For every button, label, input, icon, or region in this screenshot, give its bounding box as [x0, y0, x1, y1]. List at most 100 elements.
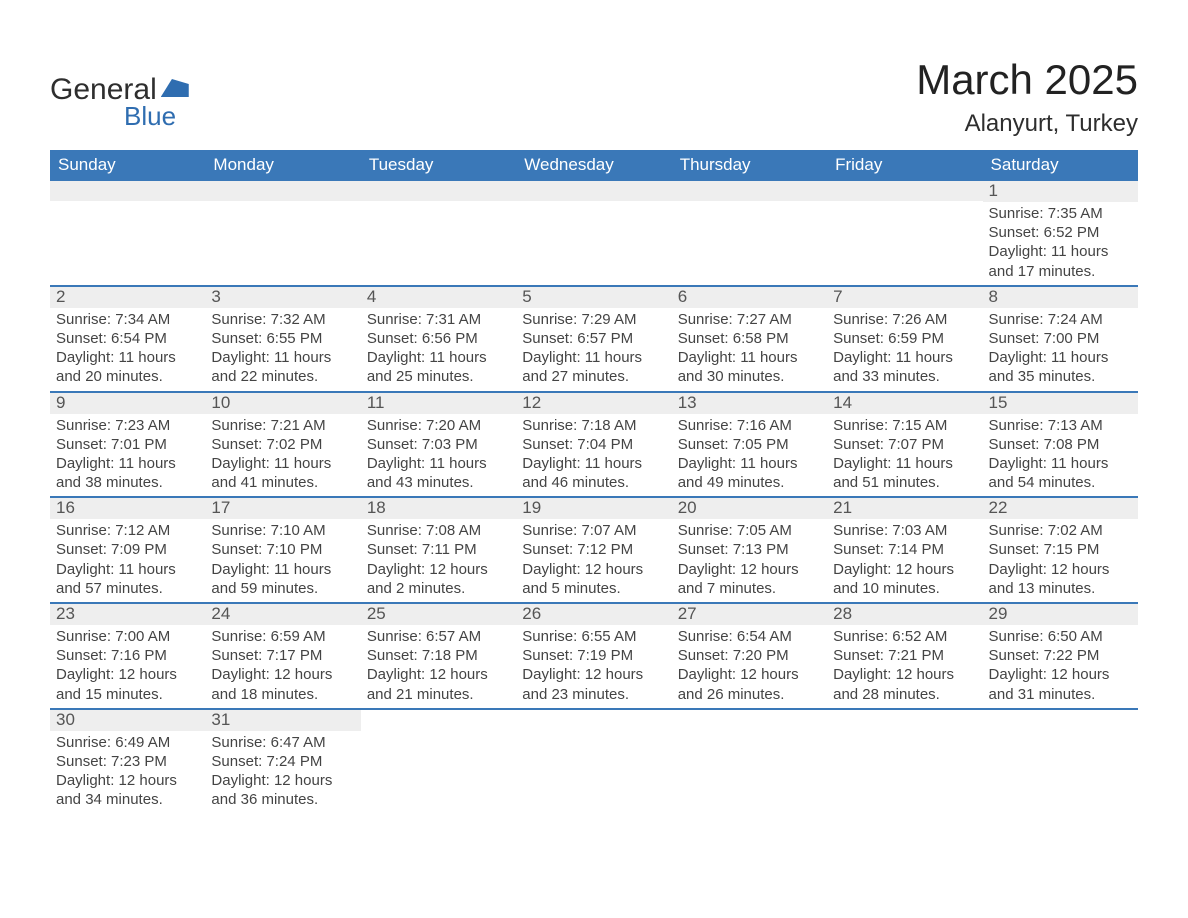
calendar-day-cell: 22Sunrise: 7:02 AMSunset: 7:15 PMDayligh…: [983, 498, 1138, 602]
sunset-line: Sunset: 7:15 PM: [989, 540, 1132, 559]
day-number: 26: [516, 604, 671, 625]
day-number: 11: [361, 393, 516, 414]
calendar-day-cell: 18Sunrise: 7:08 AMSunset: 7:11 PMDayligh…: [361, 498, 516, 602]
sunset-line: Sunset: 7:12 PM: [522, 540, 665, 559]
day-number: [672, 710, 827, 730]
day-details: [516, 730, 671, 806]
sunset-line: Sunset: 7:20 PM: [678, 646, 821, 665]
day-number: 18: [361, 498, 516, 519]
day-details: Sunrise: 7:18 AMSunset: 7:04 PMDaylight:…: [516, 414, 671, 497]
sunset-line: Sunset: 6:56 PM: [367, 329, 510, 348]
calendar-day-cell: 26Sunrise: 6:55 AMSunset: 7:19 PMDayligh…: [516, 604, 671, 708]
day-number: 10: [205, 393, 360, 414]
calendar-day-cell: 24Sunrise: 6:59 AMSunset: 7:17 PMDayligh…: [205, 604, 360, 708]
day-number: 21: [827, 498, 982, 519]
day-number: [50, 181, 205, 201]
daylight-line: Daylight: 11 hours and 35 minutes.: [989, 348, 1132, 386]
sunset-line: Sunset: 6:58 PM: [678, 329, 821, 348]
calendar-day-cell: 27Sunrise: 6:54 AMSunset: 7:20 PMDayligh…: [672, 604, 827, 708]
daylight-line: Daylight: 12 hours and 7 minutes.: [678, 560, 821, 598]
calendar-day-cell: 10Sunrise: 7:21 AMSunset: 7:02 PMDayligh…: [205, 393, 360, 497]
title-block: March 2025 Alanyurt, Turkey: [916, 48, 1138, 138]
day-number: 2: [50, 287, 205, 308]
day-details: Sunrise: 6:50 AMSunset: 7:22 PMDaylight:…: [983, 625, 1138, 708]
day-number: [827, 181, 982, 201]
daylight-line: Daylight: 11 hours and 43 minutes.: [367, 454, 510, 492]
daylight-line: Daylight: 11 hours and 30 minutes.: [678, 348, 821, 386]
day-number: 15: [983, 393, 1138, 414]
sunset-line: Sunset: 7:17 PM: [211, 646, 354, 665]
day-number: 25: [361, 604, 516, 625]
calendar-day-cell: [672, 181, 827, 285]
dow-sunday: Sunday: [50, 150, 205, 181]
calendar-day-cell: [516, 710, 671, 814]
calendar-day-cell: 28Sunrise: 6:52 AMSunset: 7:21 PMDayligh…: [827, 604, 982, 708]
day-number: [361, 710, 516, 730]
daylight-line: Daylight: 11 hours and 22 minutes.: [211, 348, 354, 386]
day-number: 20: [672, 498, 827, 519]
daylight-line: Daylight: 11 hours and 17 minutes.: [989, 242, 1132, 280]
sunrise-line: Sunrise: 6:57 AM: [367, 627, 510, 646]
daylight-line: Daylight: 11 hours and 27 minutes.: [522, 348, 665, 386]
day-details: Sunrise: 7:13 AMSunset: 7:08 PMDaylight:…: [983, 414, 1138, 497]
weeks-container: 1Sunrise: 7:35 AMSunset: 6:52 PMDaylight…: [50, 181, 1138, 814]
day-details: Sunrise: 6:47 AMSunset: 7:24 PMDaylight:…: [205, 731, 360, 814]
daylight-line: Daylight: 11 hours and 57 minutes.: [56, 560, 199, 598]
day-number: 8: [983, 287, 1138, 308]
daylight-line: Daylight: 11 hours and 25 minutes.: [367, 348, 510, 386]
day-details: Sunrise: 6:54 AMSunset: 7:20 PMDaylight:…: [672, 625, 827, 708]
day-number: 9: [50, 393, 205, 414]
calendar-day-cell: [827, 181, 982, 285]
calendar-day-cell: 2Sunrise: 7:34 AMSunset: 6:54 PMDaylight…: [50, 287, 205, 391]
sunset-line: Sunset: 6:55 PM: [211, 329, 354, 348]
calendar-day-cell: [672, 710, 827, 814]
sunrise-line: Sunrise: 7:24 AM: [989, 310, 1132, 329]
calendar-day-cell: 5Sunrise: 7:29 AMSunset: 6:57 PMDaylight…: [516, 287, 671, 391]
daylight-line: Daylight: 12 hours and 15 minutes.: [56, 665, 199, 703]
day-number: 3: [205, 287, 360, 308]
page-header: General Blue March 2025 Alanyurt, Turkey: [50, 48, 1138, 138]
calendar-day-cell: 1Sunrise: 7:35 AMSunset: 6:52 PMDaylight…: [983, 181, 1138, 285]
calendar-day-cell: 23Sunrise: 7:00 AMSunset: 7:16 PMDayligh…: [50, 604, 205, 708]
daylight-line: Daylight: 11 hours and 41 minutes.: [211, 454, 354, 492]
day-details: Sunrise: 7:10 AMSunset: 7:10 PMDaylight:…: [205, 519, 360, 602]
sunrise-line: Sunrise: 7:34 AM: [56, 310, 199, 329]
dow-tuesday: Tuesday: [361, 150, 516, 181]
day-details: Sunrise: 7:24 AMSunset: 7:00 PMDaylight:…: [983, 308, 1138, 391]
daylight-line: Daylight: 11 hours and 20 minutes.: [56, 348, 199, 386]
sunset-line: Sunset: 7:05 PM: [678, 435, 821, 454]
day-number: [983, 710, 1138, 730]
day-number: 19: [516, 498, 671, 519]
day-number: 28: [827, 604, 982, 625]
calendar-day-cell: 9Sunrise: 7:23 AMSunset: 7:01 PMDaylight…: [50, 393, 205, 497]
logo-triangle-icon: [161, 79, 189, 97]
sunset-line: Sunset: 7:23 PM: [56, 752, 199, 771]
day-number: [361, 181, 516, 201]
calendar-week-row: 2Sunrise: 7:34 AMSunset: 6:54 PMDaylight…: [50, 285, 1138, 391]
day-details: Sunrise: 7:20 AMSunset: 7:03 PMDaylight:…: [361, 414, 516, 497]
calendar-page: General Blue March 2025 Alanyurt, Turkey…: [0, 0, 1188, 918]
calendar-week-row: 23Sunrise: 7:00 AMSunset: 7:16 PMDayligh…: [50, 602, 1138, 708]
day-details: [983, 730, 1138, 806]
dow-wednesday: Wednesday: [516, 150, 671, 181]
sunset-line: Sunset: 7:04 PM: [522, 435, 665, 454]
day-details: Sunrise: 7:21 AMSunset: 7:02 PMDaylight:…: [205, 414, 360, 497]
day-number: 27: [672, 604, 827, 625]
logo-sub-text: Blue: [124, 101, 189, 132]
sunrise-line: Sunrise: 7:16 AM: [678, 416, 821, 435]
daylight-line: Daylight: 11 hours and 51 minutes.: [833, 454, 976, 492]
day-number: 29: [983, 604, 1138, 625]
calendar-week-row: 9Sunrise: 7:23 AMSunset: 7:01 PMDaylight…: [50, 391, 1138, 497]
day-details: Sunrise: 7:31 AMSunset: 6:56 PMDaylight:…: [361, 308, 516, 391]
daylight-line: Daylight: 12 hours and 34 minutes.: [56, 771, 199, 809]
day-details: Sunrise: 7:16 AMSunset: 7:05 PMDaylight:…: [672, 414, 827, 497]
daylight-line: Daylight: 12 hours and 26 minutes.: [678, 665, 821, 703]
day-details: [361, 201, 516, 277]
day-details: Sunrise: 7:34 AMSunset: 6:54 PMDaylight:…: [50, 308, 205, 391]
day-number: 12: [516, 393, 671, 414]
calendar-day-cell: [827, 710, 982, 814]
calendar-day-cell: 13Sunrise: 7:16 AMSunset: 7:05 PMDayligh…: [672, 393, 827, 497]
sunset-line: Sunset: 7:24 PM: [211, 752, 354, 771]
daylight-line: Daylight: 12 hours and 18 minutes.: [211, 665, 354, 703]
calendar-day-cell: [983, 710, 1138, 814]
